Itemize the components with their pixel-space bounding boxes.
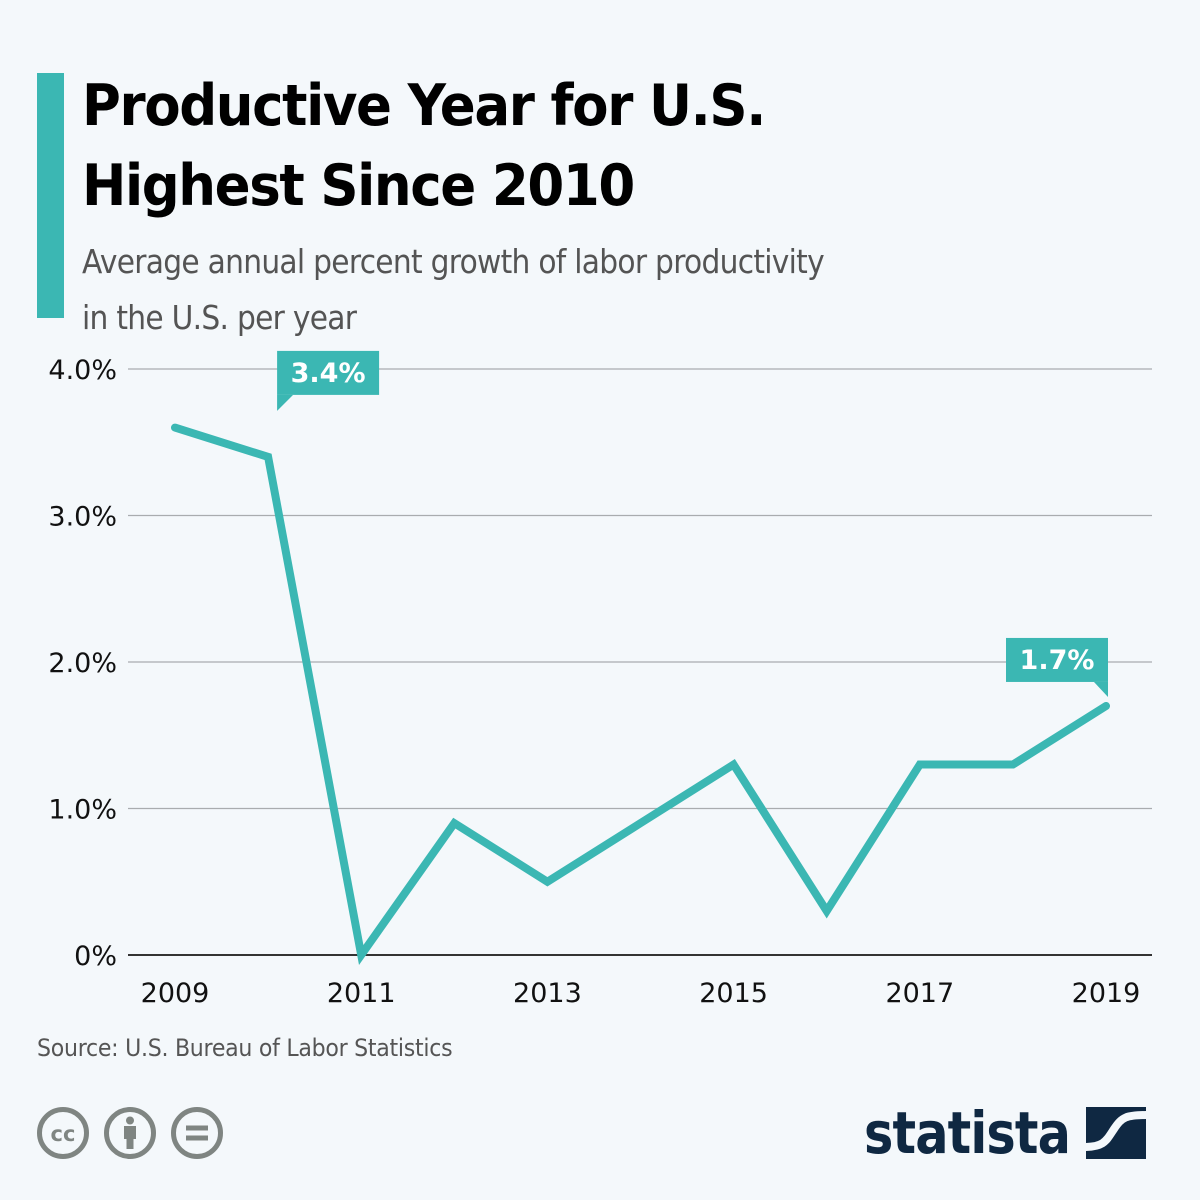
no-derivatives-icon[interactable] [170,1106,224,1160]
source-note: Source: U.S. Bureau of Labor Statistics [37,1034,453,1062]
chart-title: Productive Year for U.S. Highest Since 2… [82,66,766,226]
data-label: 3.4% [277,350,380,411]
y-tick-label: 4.0% [48,355,117,386]
statista-logo[interactable]: statista [864,1098,1146,1168]
title-line-2: Highest Since 2010 [82,153,635,219]
line-chart: 0%1.0%2.0%3.0%4.0% 2009 2011 2013 2015 2017 2… [48,350,1152,1009]
series-line [171,423,1110,966]
title-accent-bar [37,73,64,318]
y-tick-label: 2.0% [48,648,117,679]
x-tick-label: 2015 [699,978,768,1009]
y-tick-label: 3.0% [48,502,117,533]
cc-icon[interactable]: cc [36,1106,90,1160]
logo-wordmark: statista [864,1099,1071,1167]
x-tick-label: 2019 [1072,978,1141,1009]
svg-text:cc: cc [51,1122,76,1146]
title-line-1: Productive Year for U.S. [82,73,766,139]
data-label: 1.7% [1006,637,1108,697]
series-line-group [171,423,1110,966]
y-tick-label: 1.0% [48,795,117,826]
data-labels: 3.4% 1.7% [277,350,1108,697]
y-axis-ticks: 0% 1.0% 2.0% 3.0% 4.0% [48,355,117,972]
x-tick-label: 2017 [885,978,954,1009]
attribution-icon[interactable] [103,1106,157,1160]
x-tick-label: 2013 [513,978,582,1009]
x-axis-ticks: 2009 2011 2013 2015 2017 2019 [141,978,1141,1009]
x-tick-label: 2009 [141,978,210,1009]
data-label-box [1006,637,1108,682]
data-label-text: 1.7% [1020,645,1095,676]
data-label-text: 3.4% [291,358,366,389]
gridlines [128,368,1152,956]
license-icons: cc [36,1106,224,1160]
statista-logo-icon [1086,1107,1146,1159]
subtitle-line-2: in the U.S. per year [82,298,357,337]
data-label-pointer [1094,681,1108,697]
y-tick-label: 0% [74,941,117,972]
chart-subtitle: Average annual percent growth of labor p… [82,234,1036,346]
x-tick-label: 2011 [327,978,396,1009]
data-label-pointer [277,394,294,411]
subtitle-line-1: Average annual percent growth of labor p… [82,242,825,281]
data-label-box [277,350,380,395]
